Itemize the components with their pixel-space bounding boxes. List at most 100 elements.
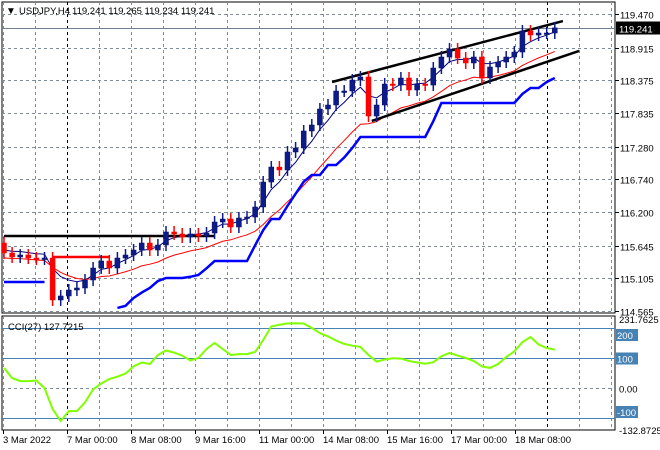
bear-candle [33, 257, 40, 260]
bull-candle [219, 218, 226, 223]
price-tick-label: 116.200 [620, 209, 654, 220]
bull-candle [511, 51, 518, 58]
time-label: 7 Mar 00:00 [67, 435, 118, 446]
bull-candle [244, 216, 250, 219]
bull-candle [357, 76, 364, 81]
price-tick-label: 114.565 [620, 308, 654, 319]
cci-level-box [616, 329, 638, 341]
bear-candle [276, 166, 283, 171]
cci-level-label: 200 [617, 331, 633, 342]
bear-candle [147, 242, 153, 251]
bear-candle [527, 30, 534, 36]
bull-candle [122, 254, 129, 259]
bear-candle [25, 254, 32, 259]
time-label: 3 Mar 2022 [3, 435, 51, 446]
bull-candle [155, 244, 161, 251]
bull-candle [503, 56, 509, 63]
bull-candle [82, 279, 88, 289]
time-label: 15 Mar 16:00 [387, 435, 443, 446]
bear-candle [228, 218, 234, 228]
price-tick-label: 118.915 [620, 45, 654, 56]
time-label: 18 Mar 08:00 [515, 435, 571, 446]
price-tick-label: 116.740 [620, 176, 654, 187]
price-tick-label: 117.280 [620, 144, 654, 155]
bull-candle [41, 257, 48, 260]
bull-candle [17, 254, 23, 258]
bull-candle [398, 77, 404, 86]
bull-candle [57, 295, 64, 301]
bull-candle [519, 30, 526, 53]
price-tick-label: 118.375 [620, 77, 654, 88]
bear-candle [365, 76, 372, 117]
bull-candle [535, 32, 542, 36]
bull-candle [438, 56, 445, 69]
cci-level-box [616, 406, 638, 418]
bear-candle [454, 48, 461, 59]
time-label: 8 Mar 08:00 [131, 435, 182, 446]
cci-axis-max: 231.7625 [619, 315, 659, 326]
bull-candle [268, 166, 275, 183]
bull-candle [349, 79, 356, 92]
bear-candle [422, 83, 428, 86]
price-tick-label: 119.470 [620, 11, 654, 22]
bull-candle [130, 249, 137, 256]
cci-axis-min: -132.8725 [619, 426, 660, 437]
bull-candle [414, 83, 420, 91]
trendline [371, 49, 580, 123]
price-tick-label: 115.645 [620, 243, 654, 254]
bear-candle [171, 231, 177, 235]
cci-zero-label: 0.00 [619, 385, 638, 396]
bull-candle [325, 104, 331, 110]
bull-candle [373, 104, 380, 117]
bull-candle [300, 130, 307, 149]
bear-candle [9, 252, 15, 258]
bull-candle [66, 289, 72, 297]
bull-candle [446, 48, 453, 58]
bull-candle [552, 27, 558, 34]
bull-candle [138, 242, 145, 251]
bear-candle [390, 83, 396, 86]
current-price-label: 119.241 [619, 25, 653, 36]
bear-candle [106, 260, 113, 269]
bull-candle [203, 232, 210, 237]
time-label: 17 Mar 00:00 [451, 435, 507, 446]
cci-level-box [616, 352, 638, 365]
lower-band-line [4, 76, 556, 310]
bull-candle [495, 61, 501, 68]
bear-candle [49, 257, 56, 301]
bull-candle [487, 66, 493, 79]
bear-candle [462, 57, 469, 64]
cci-panel [1, 315, 616, 431]
bull-candle [260, 181, 266, 208]
bull-candle [317, 108, 323, 126]
bull-candle [284, 151, 291, 171]
price-tick-label: 115.105 [620, 275, 654, 286]
bull-candle [471, 56, 477, 64]
bear-candle [195, 233, 202, 237]
bull-candle [187, 233, 194, 238]
bear-candle [479, 56, 485, 79]
bear-candle [1, 242, 7, 254]
bull-candle [114, 257, 121, 269]
cci-level-label: -100 [617, 408, 636, 419]
bull-candle [98, 260, 104, 269]
time-label: 9 Mar 16:00 [195, 435, 246, 446]
bull-candle [163, 231, 169, 246]
time-label: 14 Mar 08:00 [323, 435, 379, 446]
bull-candle [309, 124, 315, 132]
bull-candle [74, 287, 80, 291]
bull-candle [341, 90, 347, 93]
cci-line [3, 322, 555, 423]
bull-candle [292, 147, 299, 153]
bull-candle [543, 32, 550, 35]
cci-level-label: 100 [617, 355, 633, 366]
bear-candle [406, 77, 412, 91]
bull-candle [236, 217, 242, 228]
price-tick-label: 117.835 [620, 110, 654, 121]
bull-candle [333, 90, 339, 106]
current-price-box [616, 21, 660, 35]
bull-candle [211, 221, 218, 234]
bull-candle [252, 206, 258, 218]
